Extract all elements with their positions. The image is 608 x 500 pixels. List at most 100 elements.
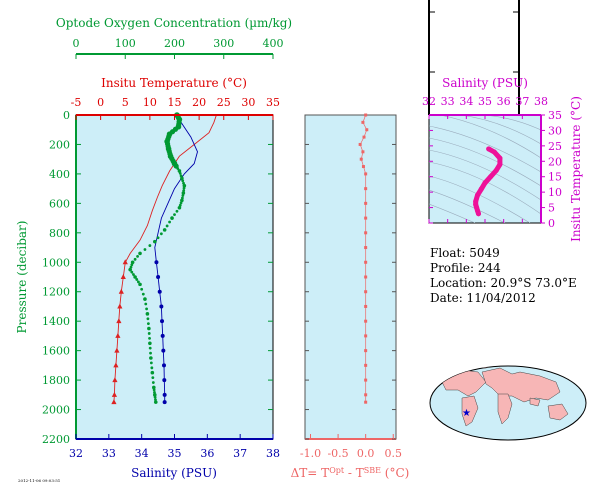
pressure-tick-label: 1000: [42, 256, 70, 269]
oxygen-point: [136, 254, 139, 258]
pressure-tick-label: 1800: [42, 374, 70, 387]
oxygen-point: [138, 282, 142, 287]
salinity-tick-label: 32: [69, 447, 83, 460]
pressure-tick-label: 1600: [42, 345, 70, 358]
oxygen-point: [133, 257, 137, 261]
oxygen-point: [153, 390, 156, 394]
oxygen-point: [181, 191, 186, 195]
pressure-ticks: 0 200 400 600 800 1000 1200 1400 1600 1800 2000 220…: [42, 109, 273, 446]
oxygen-point: [176, 115, 182, 121]
timestamp-stamp: 2012-11-06 09:03:51: [18, 478, 61, 483]
oxygen-point: [182, 183, 187, 188]
oxygen-tick-label: 300: [213, 37, 234, 50]
temperature-point: [114, 347, 120, 353]
delta-t-point: [364, 216, 368, 220]
temperature-point: [113, 362, 119, 368]
delta-t-pressure-ticks: [305, 114, 396, 440]
oxygen-point: [173, 213, 176, 217]
temperature-series: [111, 114, 217, 405]
oxygen-point: [129, 265, 133, 269]
delta-t-point: [364, 260, 368, 264]
oxygen-point: [182, 181, 185, 185]
oxygen-point: [144, 302, 148, 306]
ts-point: [497, 155, 503, 161]
ts-temperature-ticks: 0 5 10 15 20 25 30 35: [429, 109, 562, 230]
oxygen-point: [130, 263, 134, 267]
oxygen-point: [147, 326, 151, 331]
oxygen-tick-label: 100: [115, 37, 136, 50]
ts-plot-area: [428, 114, 542, 224]
oxygen-point: [176, 167, 180, 170]
oxygen-point: [180, 198, 184, 203]
pressure-tick-label: 2000: [42, 404, 70, 417]
oxygen-point: [147, 332, 151, 335]
oxygen-point: [153, 393, 157, 397]
temperature-tick-label: 10: [143, 96, 157, 109]
oxygen-point: [170, 158, 176, 164]
salinity-tick-label: 35: [168, 447, 182, 460]
oxygen-point: [177, 169, 182, 173]
oxygen-point: [140, 287, 144, 291]
oxygen-series: [128, 112, 187, 404]
temperature-point: [122, 259, 128, 265]
ts-salinity-ticks: 32 33 34 35 36 37 38: [422, 95, 548, 223]
pressure-axis-label: Pressure (decibar): [15, 221, 29, 334]
ts-temperature-tick-label: 20: [548, 155, 562, 168]
oxygen-point: [178, 172, 182, 175]
oxygen-point: [167, 151, 173, 157]
oxygen-point: [170, 216, 174, 220]
ts-point: [497, 161, 503, 167]
delta-t-point: [358, 142, 362, 146]
oxygen-point: [145, 312, 150, 316]
salinity-point: [159, 304, 164, 309]
delta-t-point: [364, 304, 368, 308]
oxygen-point: [165, 143, 171, 150]
oxygen-point: [165, 224, 169, 228]
delta-t-point: [361, 150, 365, 154]
delta-t-point: [364, 378, 368, 382]
oxygen-ticks: 0 100 200 300 400: [73, 37, 284, 59]
oxygen-point: [150, 366, 154, 370]
profile-number: Profile: 244: [430, 261, 501, 275]
delta-t-point: [364, 363, 368, 367]
delta-t-point: [364, 275, 368, 279]
oxygen-point: [135, 278, 139, 281]
temperature-point: [111, 399, 117, 405]
float-location: Location: 20.9°S 73.0°E: [430, 276, 577, 290]
delta-t-ticks: -1.0 -0.5 0.0 0.5: [300, 434, 402, 460]
oxygen-point: [143, 248, 147, 251]
profile-date: Date: 11/04/2012: [430, 291, 536, 305]
oxygen-point: [149, 356, 153, 360]
ts-point: [482, 180, 488, 186]
oxygen-point: [141, 292, 145, 296]
oxygen-point: [176, 121, 182, 127]
ts-series: [473, 146, 503, 217]
delta-t-point: [365, 128, 369, 132]
temperature-tick-label: -5: [71, 96, 82, 109]
salinity-point: [161, 348, 166, 353]
oxygen-point: [165, 136, 171, 142]
delta-tick-label: -0.5: [327, 447, 348, 460]
oxygen-point: [151, 381, 155, 384]
oxygen-point: [143, 297, 147, 301]
delta-tick-label: 0.5: [384, 447, 402, 460]
oxygen-point: [153, 239, 157, 244]
ts-temperature-tick-label: 35: [548, 109, 562, 122]
oxygen-point: [151, 376, 155, 380]
ts-temperature-tick-label: 30: [548, 124, 562, 137]
temperature-line: [113, 114, 217, 403]
map-land: [439, 366, 569, 427]
temperature-point: [112, 377, 118, 383]
delta-t-point: [361, 120, 365, 124]
oxygen-point: [180, 176, 184, 181]
pressure-tick-label: 800: [49, 227, 70, 240]
oxygen-point: [179, 174, 183, 178]
oxygen-point: [148, 341, 152, 346]
oxygen-point: [169, 129, 176, 135]
delta-t-point: [364, 187, 368, 191]
delta-t-point: [364, 400, 368, 404]
salinity-point: [160, 333, 165, 338]
delta-t-point: [364, 231, 368, 235]
oxygen-point: [149, 351, 152, 355]
salinity-point: [160, 319, 165, 324]
